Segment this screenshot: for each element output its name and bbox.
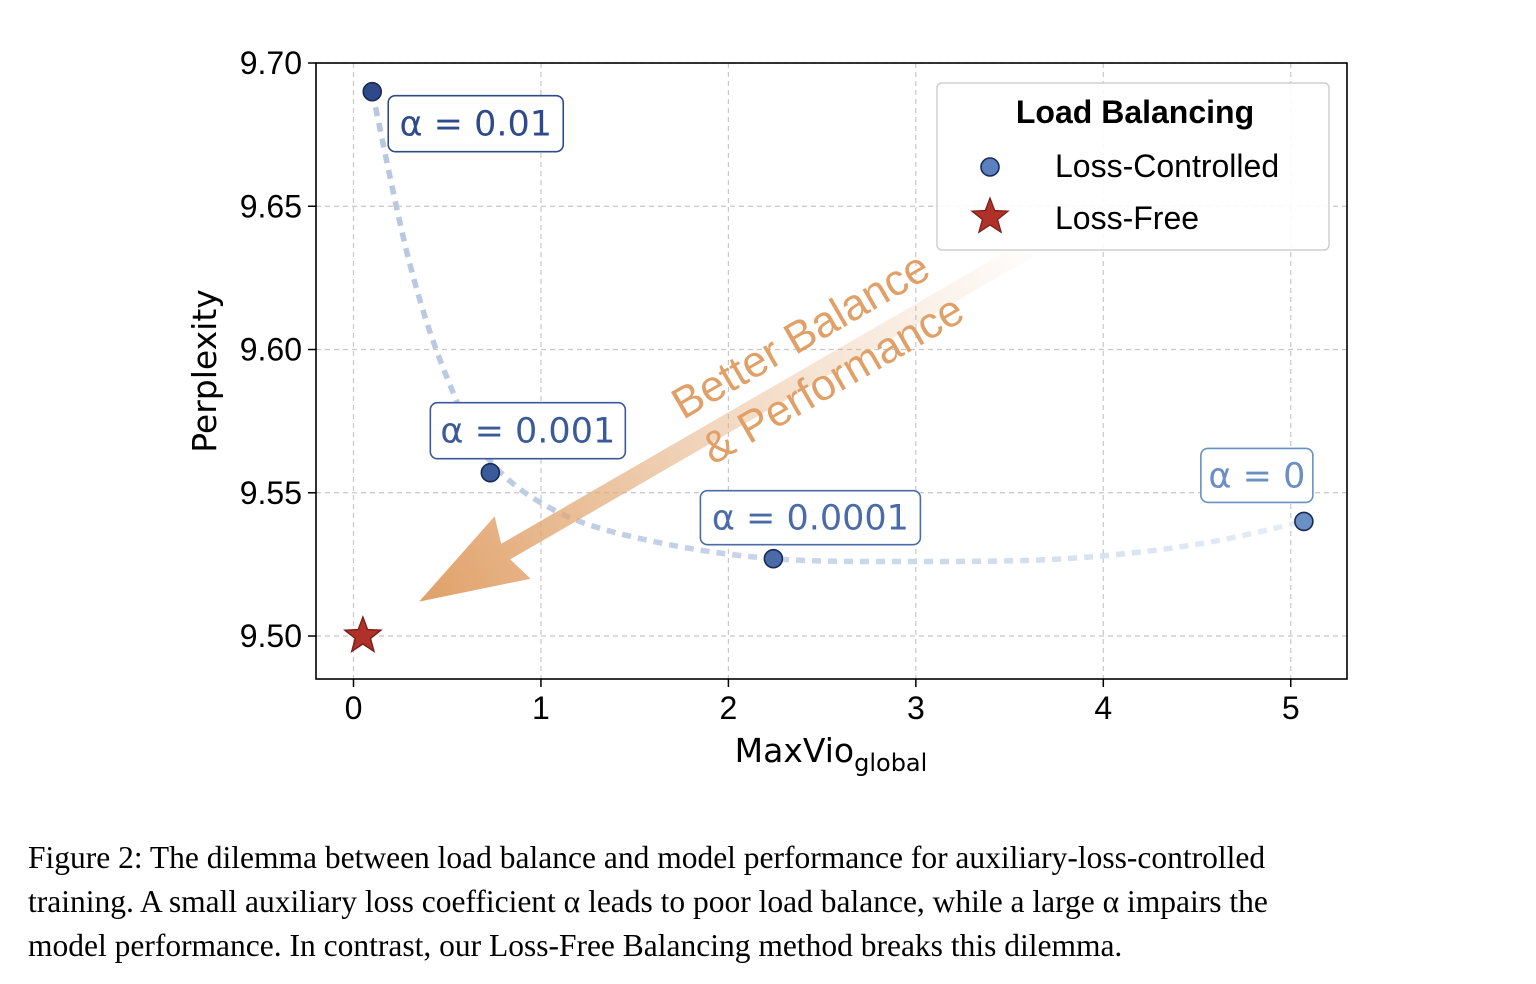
y-tick-label: 9.55 xyxy=(240,475,302,511)
loss-free-star-point xyxy=(342,614,383,654)
x-axis-title: MaxVioglobal xyxy=(735,731,928,777)
caption-line: training. A small auxiliary loss coeffic… xyxy=(28,884,1268,919)
alpha-label: α = 0.0001 xyxy=(712,499,909,539)
caption-line: model performance. In contrast, our Loss… xyxy=(28,928,1123,963)
alpha-label: α = 0.01 xyxy=(399,105,552,145)
loss-controlled-point xyxy=(763,548,784,569)
y-tick-label: 9.50 xyxy=(240,618,302,654)
legend-box xyxy=(936,82,1330,251)
legend-entry-loss-controlled: Loss-Controlled xyxy=(1055,148,1279,184)
axis-titles: MaxVioglobal Perplexity xyxy=(185,289,927,777)
caption-line: Figure 2: The dilemma between load balan… xyxy=(28,840,1266,875)
alpha-label-box xyxy=(699,489,922,546)
loss-controlled-point xyxy=(1294,511,1314,532)
trend-curve-path xyxy=(369,91,1305,565)
x-tick-label: 4 xyxy=(1094,690,1112,726)
x-tick-label: 5 xyxy=(1282,690,1300,726)
y-axis-title: Perplexity xyxy=(185,289,224,453)
y-tick-label: 9.70 xyxy=(240,45,302,81)
x-tick-label: 3 xyxy=(907,690,925,726)
trend-curve xyxy=(369,91,1305,565)
figure-caption: Figure 2: The dilemma between load balan… xyxy=(28,836,1518,968)
arrow-shape xyxy=(419,241,1033,602)
x-tick-label: 2 xyxy=(720,690,738,726)
legend-title: Load Balancing xyxy=(1016,94,1254,130)
data-points xyxy=(342,81,1314,654)
legend-star-marker xyxy=(970,196,1010,234)
alpha-label: α = 0.001 xyxy=(440,412,615,452)
legend: Load Balancing Loss-Controlled Loss-Free xyxy=(936,82,1330,251)
x-tick-label: 1 xyxy=(532,690,550,726)
plot-frame xyxy=(315,62,1348,680)
loss-controlled-point xyxy=(362,81,383,102)
y-tick-label: 9.65 xyxy=(240,188,302,224)
axis-ticks: 0 1 2 3 4 5 9.50 9.55 9.60 9.65 9.70 xyxy=(240,45,1300,726)
y-tick-label: 9.60 xyxy=(240,332,302,368)
x-tick-label: 0 xyxy=(345,690,363,726)
alpha-label-box xyxy=(429,401,627,460)
alpha-label-box xyxy=(1200,447,1314,504)
x-axis-title-subscript: global xyxy=(854,749,927,777)
alpha-label: α = 0 xyxy=(1208,456,1305,496)
chart: Better Balance& Performance 0 1 2 3 4 59.509.… xyxy=(185,45,1348,777)
loss-controlled-point xyxy=(480,462,501,483)
alpha-label-box xyxy=(387,94,565,153)
legend-entry-loss-free: Loss-Free xyxy=(1055,200,1199,236)
point-labels: α = 0.01 α = 0.001 α = 0.0001 α = 0 xyxy=(387,94,1314,546)
legend-circle-marker xyxy=(980,157,1000,177)
